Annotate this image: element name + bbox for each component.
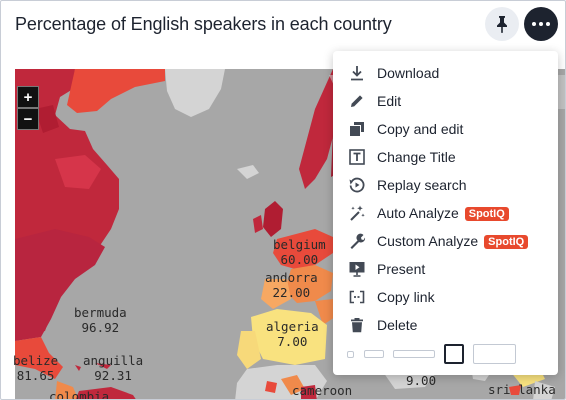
menu-item-delete[interactable]: Delete bbox=[333, 311, 558, 339]
menu-item-auto-analyze[interactable]: Auto Analyze SpotIQ bbox=[333, 199, 558, 227]
map-label-belize: belize 81.65 bbox=[13, 353, 59, 383]
card-title[interactable]: Percentage of English speakers in each c… bbox=[15, 14, 392, 34]
menu-item-label: Edit bbox=[377, 93, 402, 109]
link-icon bbox=[349, 290, 365, 304]
map-label-andorra: andorra 22.00 bbox=[265, 270, 318, 300]
menu-item-change-title[interactable]: Change Title bbox=[333, 143, 558, 171]
map-label-sri-lanka: sri lanka bbox=[488, 382, 556, 397]
spotiq-badge: SpotIQ bbox=[464, 207, 509, 221]
menu-item-label: Replay search bbox=[377, 177, 467, 193]
menu-item-label: Present bbox=[377, 261, 426, 277]
size-option-square[interactable] bbox=[444, 344, 464, 364]
menu-item-present[interactable]: Present bbox=[333, 255, 558, 283]
menu-item-edit[interactable]: Edit bbox=[333, 87, 558, 115]
wrench-icon bbox=[350, 233, 366, 249]
size-option-m[interactable] bbox=[393, 350, 435, 358]
menu-item-label: Copy and edit bbox=[377, 121, 464, 137]
map-label-anguilla: anguilla 92.31 bbox=[83, 353, 144, 383]
menu-item-copy-and-edit[interactable]: Copy and edit bbox=[333, 115, 558, 143]
size-option-l[interactable] bbox=[473, 344, 516, 364]
zoom-in-button[interactable]: + bbox=[17, 86, 39, 108]
menu-item-copy-link[interactable]: Copy link bbox=[333, 283, 558, 311]
menu-item-label: Change Title bbox=[377, 149, 456, 165]
present-icon bbox=[349, 262, 365, 277]
spotiq-badge: SpotIQ bbox=[484, 235, 529, 249]
pin-button[interactable] bbox=[485, 7, 519, 41]
menu-item-label: Download bbox=[377, 65, 440, 81]
trash-icon bbox=[351, 318, 363, 333]
pin-icon bbox=[497, 16, 507, 33]
magic-wand-icon bbox=[350, 205, 365, 221]
menu-item-label: Auto Analyze SpotIQ bbox=[377, 205, 509, 221]
text-title-icon bbox=[349, 149, 365, 165]
map-label-cameroon: cameroon bbox=[292, 383, 353, 398]
zoom-out-button[interactable]: − bbox=[17, 108, 39, 130]
map-canvas[interactable] bbox=[15, 69, 566, 400]
size-option-s[interactable] bbox=[364, 350, 384, 358]
menu-item-label: Delete bbox=[377, 317, 418, 333]
more-horizontal-icon bbox=[532, 22, 550, 26]
map-label-value: 9.00 bbox=[406, 373, 437, 388]
map-label-algeria: algeria 7.00 bbox=[266, 319, 319, 349]
menu-item-replay-search[interactable]: Replay search bbox=[333, 171, 558, 199]
menu-item-label: Custom Analyze SpotIQ bbox=[377, 233, 529, 249]
pencil-icon bbox=[351, 95, 363, 107]
map-label-belgium: belgium 60.00 bbox=[273, 237, 326, 267]
more-options-button[interactable] bbox=[524, 7, 558, 41]
size-option-xs[interactable] bbox=[347, 351, 354, 358]
menu-item-label: Copy link bbox=[377, 289, 435, 305]
copy-icon bbox=[350, 122, 364, 136]
more-options-menu: Download Edit Copy and edit Change Title bbox=[333, 51, 558, 375]
menu-item-custom-analyze[interactable]: Custom Analyze SpotIQ bbox=[333, 227, 558, 255]
replay-icon bbox=[349, 177, 365, 193]
menu-item-download[interactable]: Download bbox=[333, 59, 558, 87]
map-label-colombia: colombia bbox=[49, 389, 110, 400]
map-label-bermuda: bermuda 96.92 bbox=[74, 305, 127, 335]
download-icon bbox=[351, 66, 363, 81]
